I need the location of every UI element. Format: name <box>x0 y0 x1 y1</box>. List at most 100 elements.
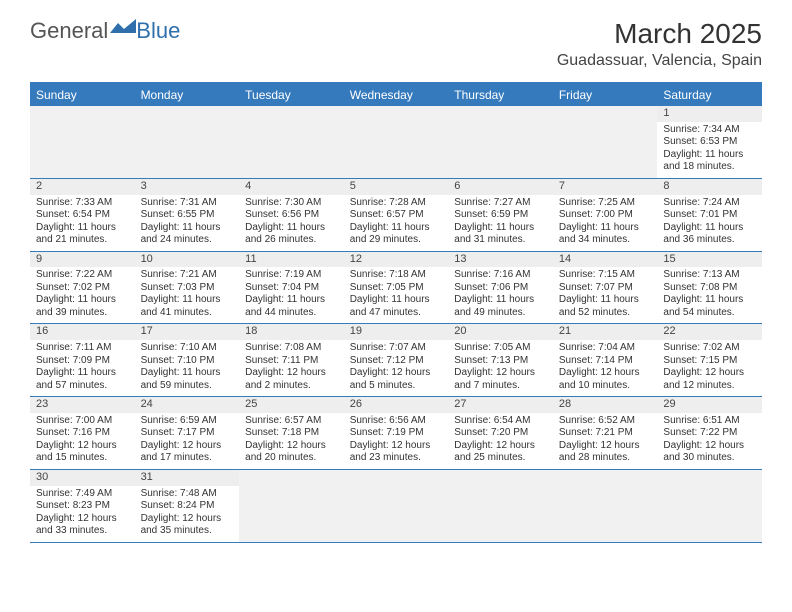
daylight2-text: and 30 minutes. <box>663 452 756 465</box>
sunset-text: Sunset: 7:21 PM <box>559 427 652 440</box>
sunset-text: Sunset: 7:12 PM <box>350 355 443 368</box>
sunrise-text: Sunrise: 7:15 AM <box>559 269 652 282</box>
day-cell: 14Sunrise: 7:15 AMSunset: 7:07 PMDayligh… <box>553 252 658 324</box>
day-cell <box>135 106 240 178</box>
sunrise-text: Sunrise: 6:56 AM <box>350 415 443 428</box>
daylight2-text: and 28 minutes. <box>559 452 652 465</box>
week-row: 9Sunrise: 7:22 AMSunset: 7:02 PMDaylight… <box>30 252 762 325</box>
weekday-col: Tuesday <box>239 84 344 106</box>
sunset-text: Sunset: 7:04 PM <box>245 282 338 295</box>
daylight1-text: Daylight: 11 hours <box>454 294 547 307</box>
day-cell: 13Sunrise: 7:16 AMSunset: 7:06 PMDayligh… <box>448 252 553 324</box>
daylight1-text: Daylight: 11 hours <box>350 222 443 235</box>
day-cell: 17Sunrise: 7:10 AMSunset: 7:10 PMDayligh… <box>135 324 240 396</box>
sunrise-text: Sunrise: 6:52 AM <box>559 415 652 428</box>
daylight2-text: and 15 minutes. <box>36 452 129 465</box>
logo-text-general: General <box>30 18 108 44</box>
day-cell <box>344 106 449 178</box>
sunset-text: Sunset: 7:17 PM <box>141 427 234 440</box>
daylight1-text: Daylight: 11 hours <box>141 367 234 380</box>
sunrise-text: Sunrise: 7:00 AM <box>36 415 129 428</box>
sunset-text: Sunset: 7:20 PM <box>454 427 547 440</box>
sunset-text: Sunset: 7:22 PM <box>663 427 756 440</box>
day-number: 23 <box>30 397 135 413</box>
daylight2-text: and 52 minutes. <box>559 307 652 320</box>
daylight2-text: and 49 minutes. <box>454 307 547 320</box>
day-cell: 1Sunrise: 7:34 AMSunset: 6:53 PMDaylight… <box>657 106 762 178</box>
daylight1-text: Daylight: 12 hours <box>559 440 652 453</box>
daylight2-text: and 17 minutes. <box>141 452 234 465</box>
sunrise-text: Sunrise: 7:21 AM <box>141 269 234 282</box>
day-number: 31 <box>135 470 240 486</box>
sunrise-text: Sunrise: 7:04 AM <box>559 342 652 355</box>
day-cell: 6Sunrise: 7:27 AMSunset: 6:59 PMDaylight… <box>448 179 553 251</box>
sunset-text: Sunset: 6:56 PM <box>245 209 338 222</box>
day-cell: 22Sunrise: 7:02 AMSunset: 7:15 PMDayligh… <box>657 324 762 396</box>
day-cell <box>30 106 135 178</box>
daylight1-text: Daylight: 12 hours <box>36 513 129 526</box>
day-number: 30 <box>30 470 135 486</box>
weekday-col: Sunday <box>30 84 135 106</box>
daylight1-text: Daylight: 11 hours <box>559 222 652 235</box>
sunrise-text: Sunrise: 7:33 AM <box>36 197 129 210</box>
sunrise-text: Sunrise: 7:24 AM <box>663 197 756 210</box>
daylight1-text: Daylight: 11 hours <box>454 222 547 235</box>
weekday-col: Saturday <box>657 84 762 106</box>
sunrise-text: Sunrise: 7:13 AM <box>663 269 756 282</box>
sunrise-text: Sunrise: 7:18 AM <box>350 269 443 282</box>
daylight2-text: and 20 minutes. <box>245 452 338 465</box>
day-cell: 28Sunrise: 6:52 AMSunset: 7:21 PMDayligh… <box>553 397 658 469</box>
daylight1-text: Daylight: 11 hours <box>36 367 129 380</box>
daylight2-text: and 25 minutes. <box>454 452 547 465</box>
sunrise-text: Sunrise: 7:11 AM <box>36 342 129 355</box>
day-number: 12 <box>344 252 449 268</box>
sunrise-text: Sunrise: 7:07 AM <box>350 342 443 355</box>
daylight2-text: and 57 minutes. <box>36 380 129 393</box>
daylight1-text: Daylight: 12 hours <box>36 440 129 453</box>
daylight1-text: Daylight: 12 hours <box>559 367 652 380</box>
daylight2-text: and 39 minutes. <box>36 307 129 320</box>
logo-text-blue: Blue <box>136 18 180 44</box>
day-cell <box>344 470 449 542</box>
daylight1-text: Daylight: 11 hours <box>36 222 129 235</box>
day-number: 1 <box>657 106 762 122</box>
daylight2-text: and 24 minutes. <box>141 234 234 247</box>
sunrise-text: Sunrise: 7:19 AM <box>245 269 338 282</box>
daylight1-text: Daylight: 11 hours <box>245 222 338 235</box>
sunrise-text: Sunrise: 7:48 AM <box>141 488 234 501</box>
day-cell: 7Sunrise: 7:25 AMSunset: 7:00 PMDaylight… <box>553 179 658 251</box>
daylight1-text: Daylight: 11 hours <box>36 294 129 307</box>
day-cell: 19Sunrise: 7:07 AMSunset: 7:12 PMDayligh… <box>344 324 449 396</box>
weekday-col: Monday <box>135 84 240 106</box>
day-number: 26 <box>344 397 449 413</box>
day-number: 22 <box>657 324 762 340</box>
sunrise-text: Sunrise: 6:51 AM <box>663 415 756 428</box>
daylight1-text: Daylight: 11 hours <box>245 294 338 307</box>
calendar: SundayMondayTuesdayWednesdayThursdayFrid… <box>30 82 762 543</box>
day-number: 7 <box>553 179 658 195</box>
day-cell <box>657 470 762 542</box>
daylight1-text: Daylight: 11 hours <box>663 222 756 235</box>
sunrise-text: Sunrise: 7:02 AM <box>663 342 756 355</box>
sunset-text: Sunset: 6:53 PM <box>663 136 756 149</box>
daylight2-text: and 41 minutes. <box>141 307 234 320</box>
daylight1-text: Daylight: 12 hours <box>350 367 443 380</box>
day-cell: 2Sunrise: 7:33 AMSunset: 6:54 PMDaylight… <box>30 179 135 251</box>
daylight2-text: and 59 minutes. <box>141 380 234 393</box>
daylight1-text: Daylight: 11 hours <box>350 294 443 307</box>
daylight2-text: and 2 minutes. <box>245 380 338 393</box>
sunrise-text: Sunrise: 7:22 AM <box>36 269 129 282</box>
sunrise-text: Sunrise: 7:49 AM <box>36 488 129 501</box>
weekday-col: Thursday <box>448 84 553 106</box>
day-cell <box>239 470 344 542</box>
day-number: 24 <box>135 397 240 413</box>
daylight1-text: Daylight: 12 hours <box>350 440 443 453</box>
logo: General Blue <box>30 18 180 44</box>
daylight2-text: and 12 minutes. <box>663 380 756 393</box>
daylight1-text: Daylight: 11 hours <box>141 222 234 235</box>
day-cell: 29Sunrise: 6:51 AMSunset: 7:22 PMDayligh… <box>657 397 762 469</box>
sunrise-text: Sunrise: 7:31 AM <box>141 197 234 210</box>
day-number: 16 <box>30 324 135 340</box>
day-cell: 27Sunrise: 6:54 AMSunset: 7:20 PMDayligh… <box>448 397 553 469</box>
day-cell: 15Sunrise: 7:13 AMSunset: 7:08 PMDayligh… <box>657 252 762 324</box>
